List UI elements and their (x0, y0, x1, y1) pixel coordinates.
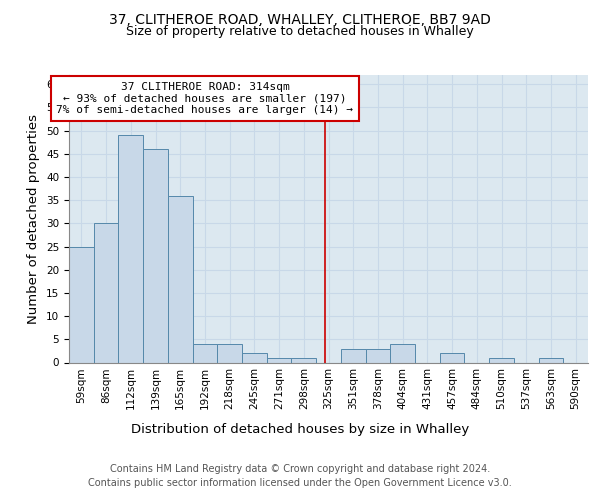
Y-axis label: Number of detached properties: Number of detached properties (28, 114, 40, 324)
Text: Distribution of detached houses by size in Whalley: Distribution of detached houses by size … (131, 422, 469, 436)
Bar (341, 348, 365, 362)
Bar (94, 224, 118, 362)
Bar (489, 358, 514, 362)
Bar (69, 246, 94, 362)
Bar (242, 353, 267, 362)
Text: Contains public sector information licensed under the Open Government Licence v3: Contains public sector information licen… (88, 478, 512, 488)
Bar (217, 344, 242, 362)
Bar (390, 344, 415, 362)
Bar (292, 358, 316, 362)
Bar (440, 353, 464, 362)
Bar (193, 344, 217, 362)
Bar (143, 149, 168, 362)
Text: 37 CLITHEROE ROAD: 314sqm
← 93% of detached houses are smaller (197)
7% of semi-: 37 CLITHEROE ROAD: 314sqm ← 93% of detac… (56, 82, 353, 115)
Bar (539, 358, 563, 362)
Text: 37, CLITHEROE ROAD, WHALLEY, CLITHEROE, BB7 9AD: 37, CLITHEROE ROAD, WHALLEY, CLITHEROE, … (109, 12, 491, 26)
Bar (168, 196, 193, 362)
Text: Size of property relative to detached houses in Whalley: Size of property relative to detached ho… (126, 25, 474, 38)
Bar (267, 358, 292, 362)
Bar (118, 136, 143, 362)
Bar (365, 348, 390, 362)
Text: Contains HM Land Registry data © Crown copyright and database right 2024.: Contains HM Land Registry data © Crown c… (110, 464, 490, 474)
